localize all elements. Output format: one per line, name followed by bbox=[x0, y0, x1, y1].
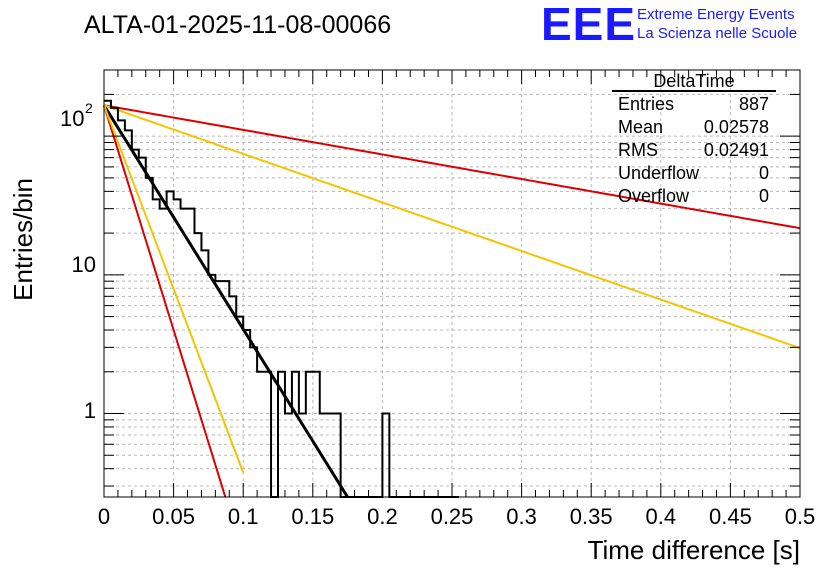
y-tick-label-100-exp: 2 bbox=[85, 100, 93, 116]
eee-logo-line2: La Scienza nelle Scuole bbox=[637, 25, 797, 42]
y-axis-label: Entries/bin bbox=[8, 178, 38, 301]
stats-underflow-value: 0 bbox=[759, 163, 769, 183]
x-tick-label-6: 0.3 bbox=[506, 504, 537, 529]
y-tick-label-100-base: 10 bbox=[60, 106, 84, 131]
histogram-bins bbox=[104, 99, 459, 498]
stats-box: DeltaTime Entries 887 Mean 0.02578 RMS 0… bbox=[612, 71, 776, 206]
x-tick-label-9: 0.45 bbox=[709, 504, 752, 529]
fit-yellow-steep bbox=[103, 104, 245, 473]
fit-red-steep bbox=[103, 104, 227, 498]
chart-title: ALTA-01-2025-11-08-00066 bbox=[84, 11, 391, 39]
x-tick-label-8: 0.4 bbox=[646, 504, 677, 529]
stats-box-title: DeltaTime bbox=[653, 71, 734, 91]
x-axis-label: Time difference [s] bbox=[588, 535, 800, 565]
x-tick-label-10: 0.5 bbox=[785, 504, 816, 529]
fit-black bbox=[102, 104, 349, 498]
eee-logo-mark: EEE bbox=[541, 0, 636, 50]
stats-underflow-label: Underflow bbox=[618, 163, 700, 183]
stats-entries-value: 887 bbox=[739, 94, 769, 114]
x-tick-label-4: 0.2 bbox=[367, 504, 398, 529]
stats-overflow-value: 0 bbox=[759, 186, 769, 206]
fit-red-shallow bbox=[103, 104, 801, 230]
x-tick-labels: 0 0.05 0.1 0.15 0.2 0.25 0.3 0.35 0.4 0.45 0.5 bbox=[98, 504, 815, 529]
stats-mean-label: Mean bbox=[618, 117, 663, 137]
stats-entries-label: Entries bbox=[618, 94, 674, 114]
stats-mean-value: 0.02578 bbox=[704, 117, 769, 137]
eee-logo-line1: Extreme Energy Events bbox=[637, 6, 795, 23]
x-tick-label-5: 0.25 bbox=[431, 504, 474, 529]
grid bbox=[103, 69, 801, 497]
x-tick-label-0: 0 bbox=[98, 504, 110, 529]
eee-logo: EEE Extreme Energy Events La Scienza nel… bbox=[541, 0, 797, 50]
fit-yellow-shallow bbox=[103, 104, 801, 350]
stats-rms-value: 0.02491 bbox=[704, 140, 769, 160]
x-tick-label-3: 0.15 bbox=[291, 504, 334, 529]
x-tick-label-7: 0.35 bbox=[570, 504, 613, 529]
axes bbox=[103, 69, 801, 497]
stats-overflow-label: Overflow bbox=[618, 186, 690, 206]
y-tick-label-10: 10 bbox=[72, 252, 96, 277]
x-tick-label-2: 0.1 bbox=[228, 504, 259, 529]
y-tick-label-1: 1 bbox=[84, 398, 96, 423]
x-tick-label-1: 0.05 bbox=[152, 504, 195, 529]
stats-rms-label: RMS bbox=[618, 140, 658, 160]
fit-lines bbox=[102, 104, 801, 498]
y-tick-label-100: 10 2 bbox=[60, 100, 93, 131]
